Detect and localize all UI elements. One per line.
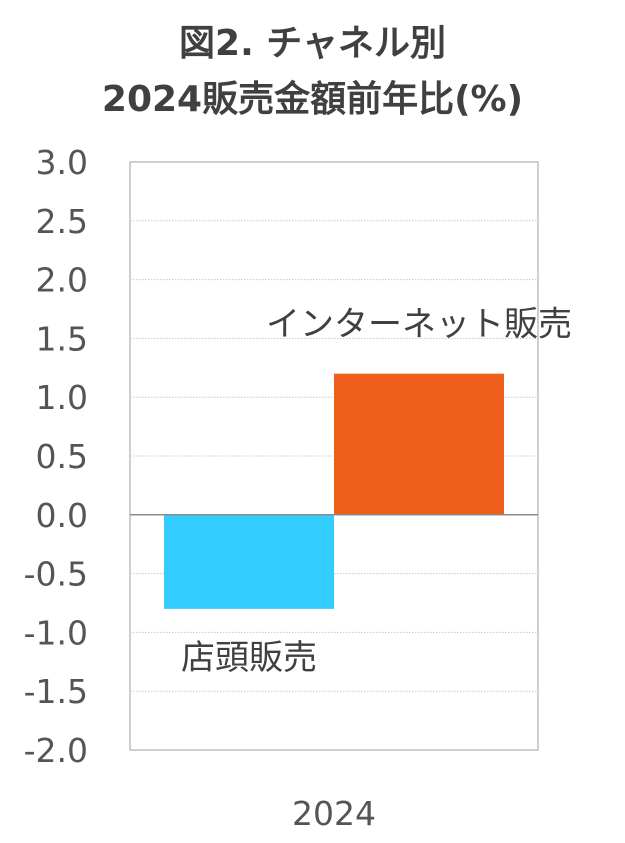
y-tick-label: -1.5 — [24, 672, 88, 711]
y-tick-label: -1.0 — [24, 613, 88, 652]
x-category-label: 2024 — [292, 794, 376, 833]
series-label: インターネット販売 — [266, 305, 572, 345]
y-tick-label: 0.0 — [36, 496, 88, 535]
chart-title-line-2: 2024販売金額前年比(%) — [101, 79, 524, 120]
chart-title-line-1: 図2. チャネル別 — [179, 23, 446, 64]
y-tick-label: -0.5 — [24, 555, 88, 594]
y-tick-label: 1.5 — [36, 319, 88, 358]
y-axis-tick-labels: 3.0 2.5 2.0 1.5 1.0 0.5 0.0 -0.5 -1.0 -1.5 -2.0 — [24, 143, 88, 770]
bar — [164, 514, 334, 609]
x-axis-category-labels: 2024 — [292, 794, 376, 833]
y-tick-label: 3.0 — [36, 143, 88, 182]
bar — [334, 373, 504, 515]
y-tick-label: 2.5 — [36, 202, 88, 241]
series-label: 店頭販売 — [181, 638, 317, 678]
y-tick-label: 2.0 — [36, 261, 88, 300]
bars — [164, 373, 504, 609]
y-tick-label: -2.0 — [24, 731, 88, 770]
y-tick-label: 0.5 — [36, 437, 88, 476]
y-tick-label: 1.0 — [36, 378, 88, 417]
series-labels: 店頭販売 インターネット販売 — [181, 305, 572, 678]
